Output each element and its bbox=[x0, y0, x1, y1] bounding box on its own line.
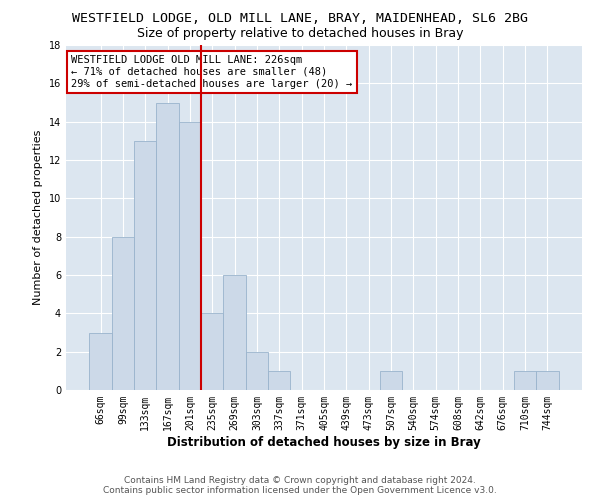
Text: Size of property relative to detached houses in Bray: Size of property relative to detached ho… bbox=[137, 28, 463, 40]
Bar bbox=[246, 352, 268, 390]
Bar bbox=[134, 141, 157, 390]
Bar bbox=[536, 371, 559, 390]
Bar bbox=[223, 275, 246, 390]
Text: WESTFIELD LODGE, OLD MILL LANE, BRAY, MAIDENHEAD, SL6 2BG: WESTFIELD LODGE, OLD MILL LANE, BRAY, MA… bbox=[72, 12, 528, 26]
Bar bbox=[268, 371, 290, 390]
Bar bbox=[514, 371, 536, 390]
Bar bbox=[179, 122, 201, 390]
Bar bbox=[89, 332, 112, 390]
Y-axis label: Number of detached properties: Number of detached properties bbox=[33, 130, 43, 305]
Bar bbox=[112, 236, 134, 390]
Text: WESTFIELD LODGE OLD MILL LANE: 226sqm
← 71% of detached houses are smaller (48)
: WESTFIELD LODGE OLD MILL LANE: 226sqm ← … bbox=[71, 56, 352, 88]
Bar bbox=[157, 102, 179, 390]
Bar bbox=[380, 371, 402, 390]
Text: Contains HM Land Registry data © Crown copyright and database right 2024.
Contai: Contains HM Land Registry data © Crown c… bbox=[103, 476, 497, 495]
Bar bbox=[201, 314, 223, 390]
X-axis label: Distribution of detached houses by size in Bray: Distribution of detached houses by size … bbox=[167, 436, 481, 448]
